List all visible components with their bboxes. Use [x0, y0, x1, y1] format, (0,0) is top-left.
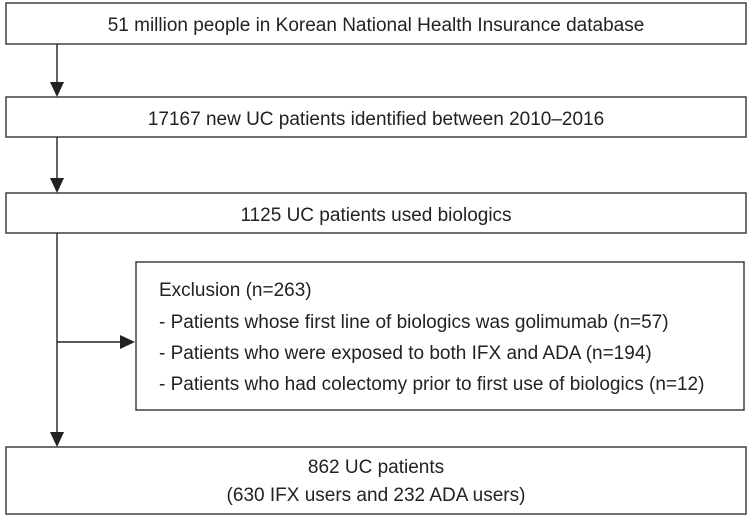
- arrow-biologics-to-final: [50, 233, 64, 447]
- new-uc-box-label: 17167 new UC patients identified between…: [148, 109, 604, 130]
- final-box-line2: (630 IFX users and 232 ADA users): [227, 485, 526, 506]
- arrow-database-to-new-uc: [50, 44, 64, 97]
- database-box: 51 million people in Korean National Hea…: [5, 2, 747, 45]
- final-box-line1: 862 UC patients: [308, 457, 444, 478]
- arrow-to-exclusion: [57, 335, 135, 349]
- exclusion-item: - Patients who had colectomy prior to fi…: [159, 374, 704, 395]
- exclusion-item: - Patients whose first line of biologics…: [159, 312, 669, 333]
- final-box: 862 UC patients (630 IFX users and 232 A…: [5, 446, 747, 515]
- exclusion-box: Exclusion (n=263) - Patients whose first…: [135, 261, 745, 411]
- biologics-box: 1125 UC patients used biologics: [5, 192, 747, 234]
- arrow-new-uc-to-biologics: [50, 137, 64, 193]
- database-box-label: 51 million people in Korean National Hea…: [108, 15, 645, 36]
- exclusion-title: Exclusion (n=263): [159, 280, 312, 301]
- biologics-box-label: 1125 UC patients used biologics: [240, 205, 511, 226]
- exclusion-item: - Patients who were exposed to both IFX …: [159, 343, 652, 364]
- new-uc-box: 17167 new UC patients identified between…: [5, 96, 747, 138]
